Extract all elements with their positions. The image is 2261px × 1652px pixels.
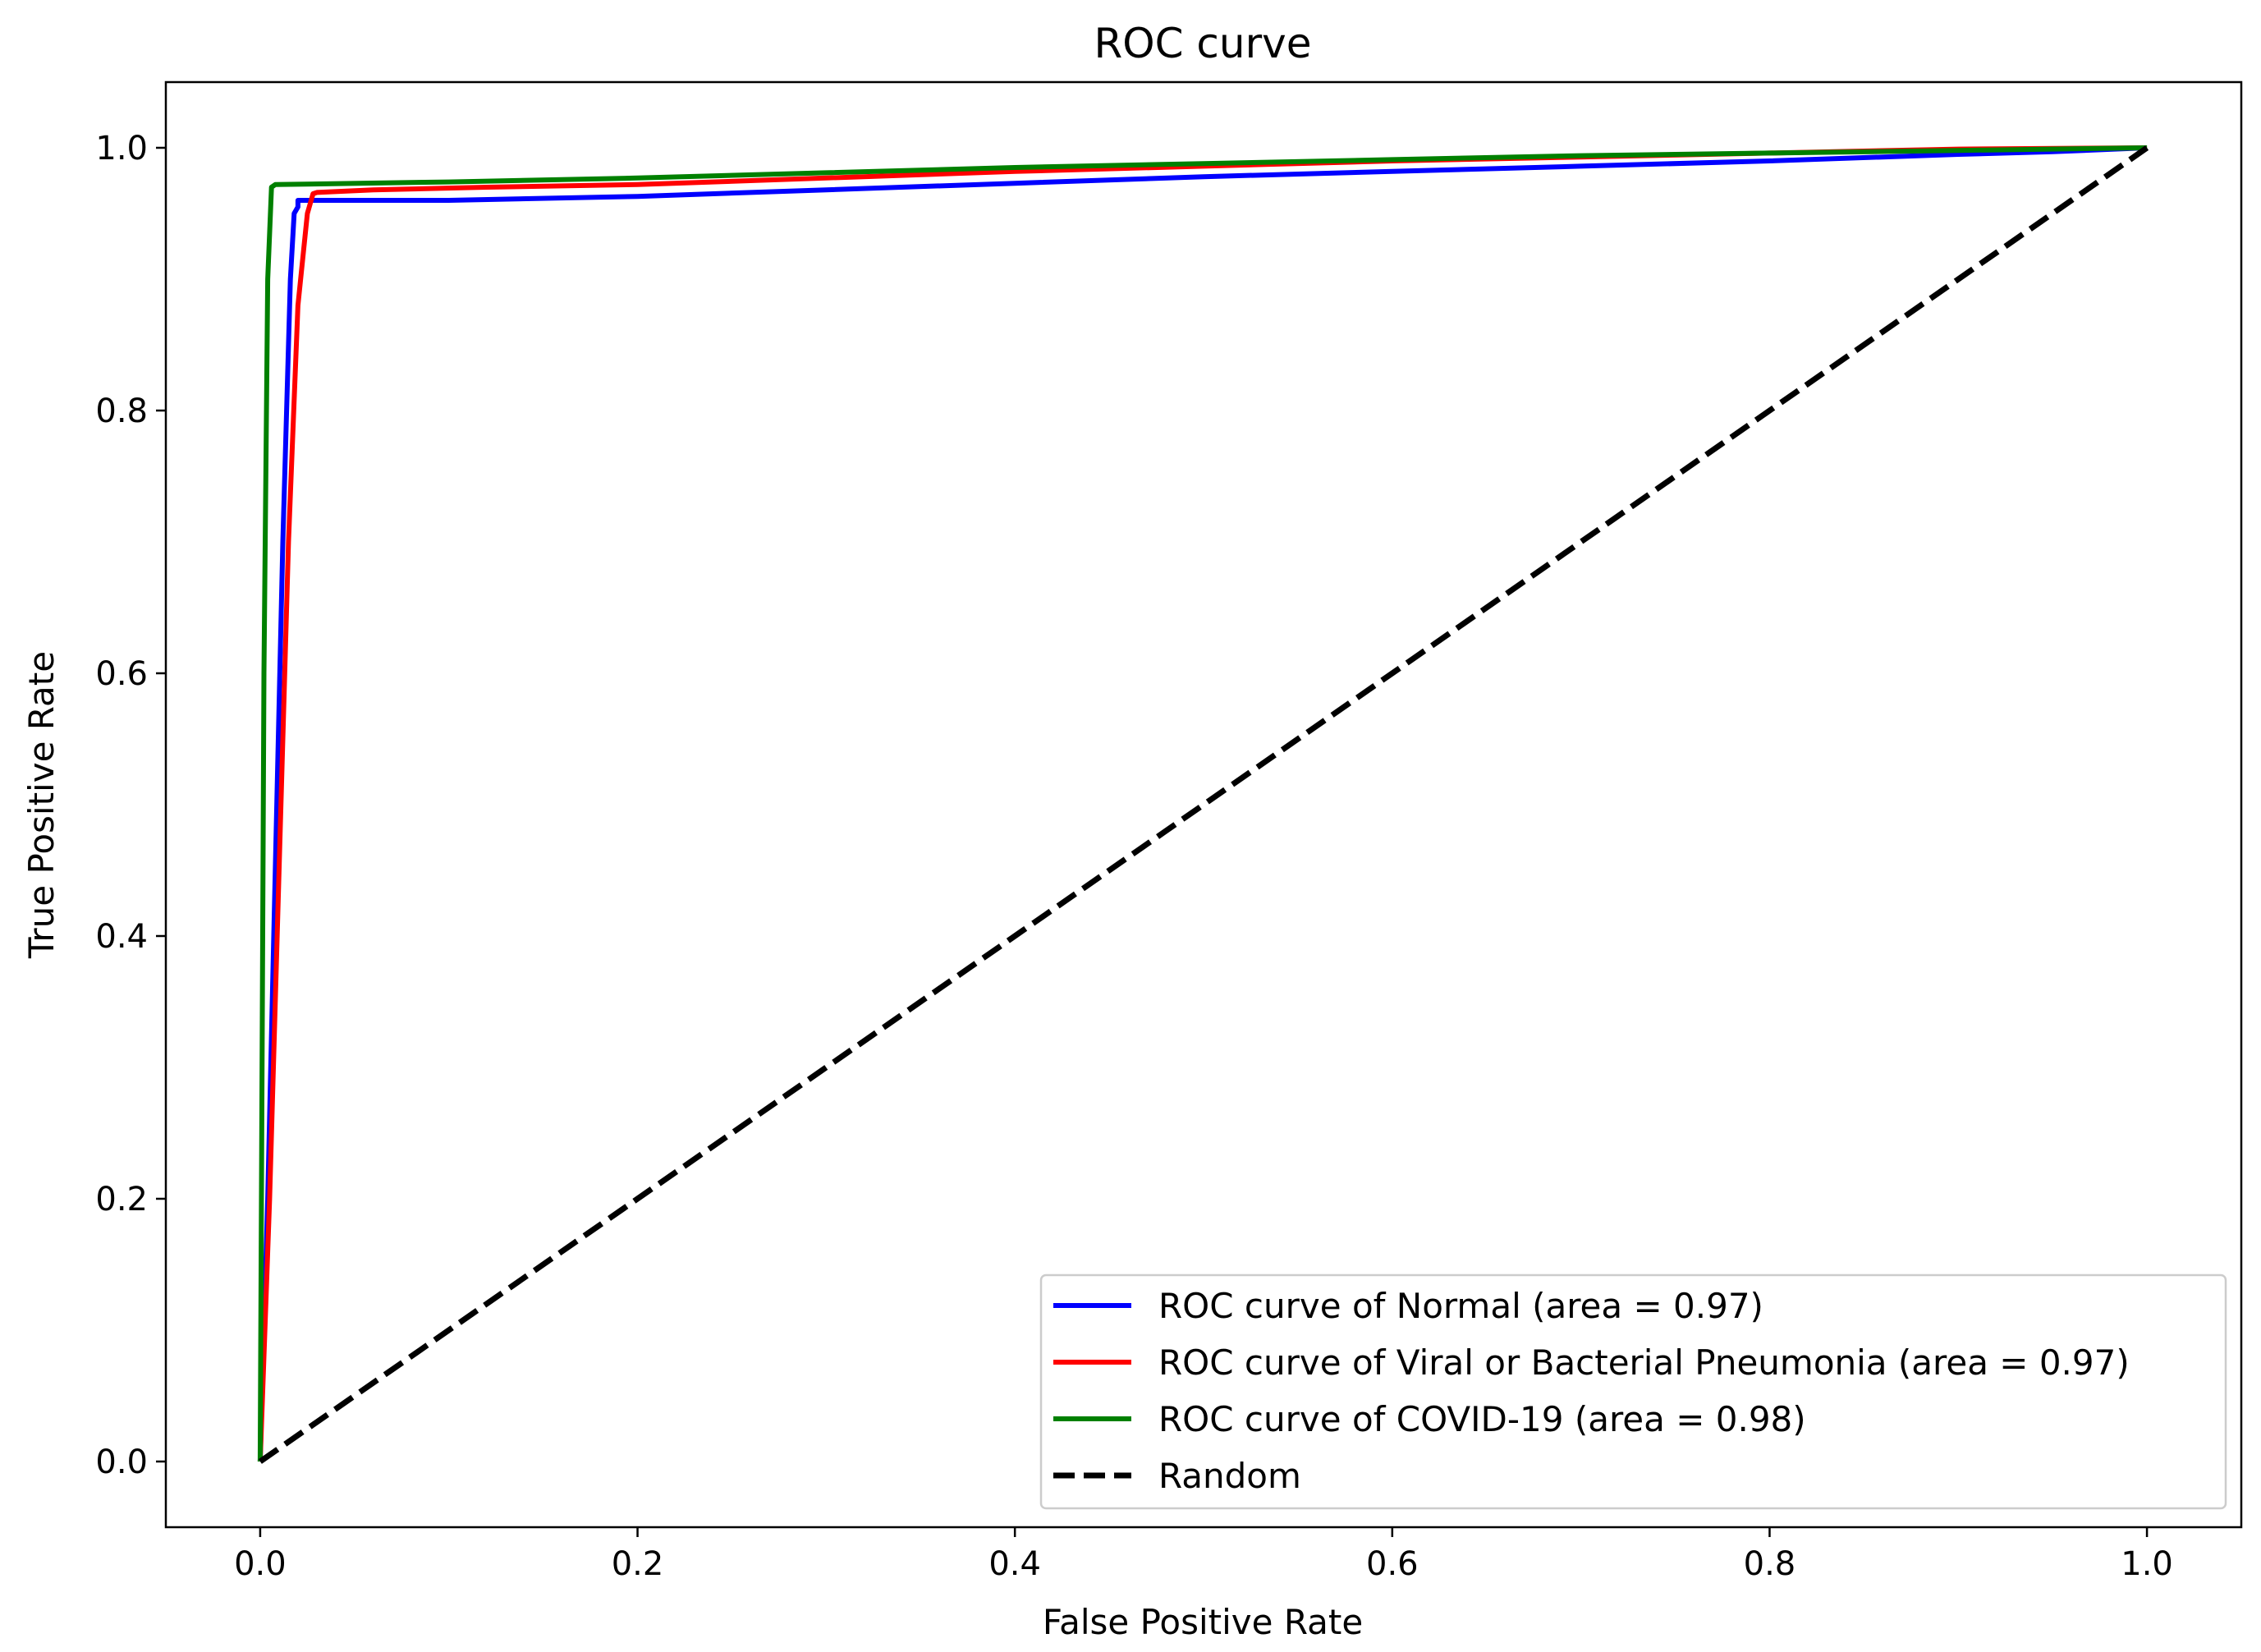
legend: ROC curve of Normal (area = 0.97) ROC cur…	[1039, 1273, 2227, 1510]
legend-box	[1039, 1273, 2227, 1510]
chart-title: ROC curve	[1094, 20, 1312, 67]
y-axis-label: True Positive Rate	[21, 651, 62, 959]
y-tick-label: 0.6	[95, 655, 148, 693]
x-tick-label: 1.0	[2121, 1545, 2173, 1583]
x-tick-label: 0.6	[1366, 1545, 1419, 1583]
x-axis-ticks: 0.0 0.2 0.4 0.6 0.8 1.0	[234, 1527, 2173, 1583]
x-tick-label: 0.2	[612, 1545, 664, 1583]
legend-label: ROC curve of COVID-19 (area = 0.98)	[1158, 1399, 1806, 1439]
y-tick-label: 0.4	[95, 918, 148, 956]
plot-frame	[164, 80, 2243, 1529]
x-tick-label: 0.0	[234, 1545, 287, 1583]
legend-label: ROC curve of Normal (area = 0.97)	[1158, 1286, 1763, 1326]
y-tick-label: 0.0	[95, 1443, 148, 1481]
series-line-random	[258, 145, 2149, 1464]
series-line-roc-curve-of-covid-19	[257, 145, 2148, 1462]
y-tick-label: 0.8	[95, 392, 148, 430]
legend-label: ROC curve of Viral or Bacterial Pneumoni…	[1158, 1342, 2130, 1383]
y-axis-ticks: 0.0 0.2 0.4 0.6 0.8 1.0	[95, 130, 166, 1481]
y-tick-label: 1.0	[95, 130, 148, 167]
x-axis-label: False Positive Rate	[1043, 1602, 1363, 1642]
x-tick-label: 0.4	[988, 1545, 1041, 1583]
legend-label: Random	[1158, 1456, 1301, 1496]
plot-lines	[257, 145, 2149, 1464]
x-tick-label: 0.8	[1744, 1545, 1796, 1583]
series-line-roc-curve-of-normal	[257, 145, 2148, 1462]
y-tick-label: 0.2	[95, 1181, 148, 1218]
